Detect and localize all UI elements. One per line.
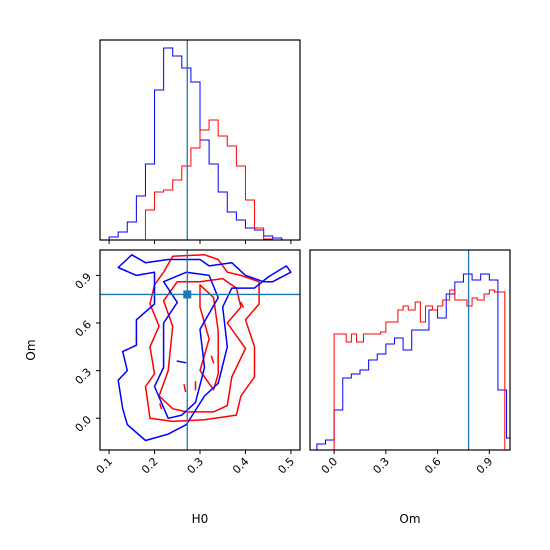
- blue-contour: [176, 360, 187, 364]
- blue-om-histogram: [316, 273, 510, 450]
- red-om-histogram: [333, 289, 506, 450]
- x-axis-label-om: Om: [399, 512, 420, 526]
- blue-contour: [117, 254, 292, 442]
- y-axis-label-om: Om: [24, 339, 38, 360]
- red-contour: [158, 277, 247, 413]
- red-contour: [199, 284, 219, 391]
- om-tick-label: 0.0: [73, 413, 95, 435]
- om-tick-label: 0.6: [73, 318, 95, 340]
- blue-h0-histogram: [108, 47, 291, 240]
- om-marginal-frame: [309, 249, 511, 451]
- h0-tick-label: 0.1: [94, 455, 116, 477]
- x-axis-label-h0: H0: [192, 512, 209, 526]
- red-contour: [144, 254, 260, 423]
- red-contour: [183, 384, 187, 393]
- om-marginal-panel: 0.0 0.3 0.6 0.9: [309, 249, 511, 477]
- h0-om-joint-panel: 0.1 0.2 0.3 0.4 0.5 0.0 0.3 0.6 0.9: [73, 249, 301, 477]
- om-tick-label: 0.9: [73, 270, 95, 292]
- om-tick-label: 0.3: [73, 366, 95, 388]
- h0-tick-label: 0.2: [139, 455, 161, 477]
- h0-marginal-panel: [99, 39, 301, 244]
- om-marginal-tick-label: 0.6: [422, 455, 444, 477]
- red-contour: [240, 301, 244, 308]
- om-marginal-tick-label: 0.0: [319, 455, 341, 477]
- h0-tick-label: 0.5: [275, 455, 297, 477]
- h0-tick-label: 0.4: [230, 455, 252, 477]
- joint-truth-marker: [183, 290, 192, 299]
- red-contour: [159, 403, 163, 410]
- om-marginal-tick-label: 0.9: [474, 455, 496, 477]
- blue-contour: [153, 271, 219, 420]
- om-marginal-tick-label: 0.3: [370, 455, 392, 477]
- h0-tick-label: 0.3: [185, 455, 207, 477]
- red-contour: [210, 355, 215, 364]
- red-h0-histogram: [109, 119, 291, 240]
